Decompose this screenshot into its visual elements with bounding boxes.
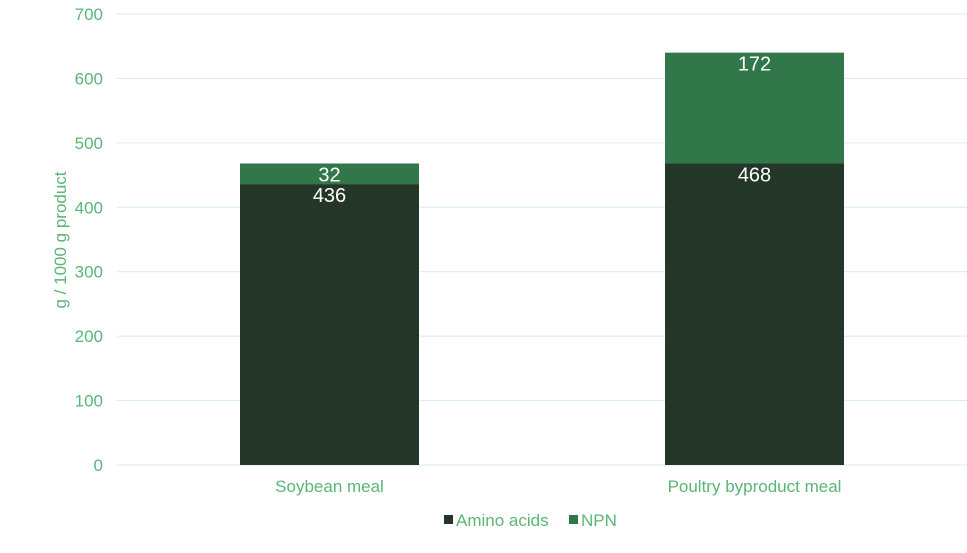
- bar-segment: [665, 52, 844, 164]
- category-labels: Soybean meal Poultry byproduct meal: [275, 477, 841, 496]
- bars: [240, 52, 844, 465]
- y-tick-label: 700: [75, 5, 103, 24]
- category-label: Poultry byproduct meal: [668, 477, 842, 496]
- y-tick-label: 600: [75, 69, 103, 88]
- y-tick-label: 0: [94, 456, 103, 475]
- y-tick-label: 300: [75, 263, 103, 282]
- bar-segment: [240, 184, 419, 465]
- legend-swatch: [444, 515, 453, 524]
- y-tick-label: 100: [75, 392, 103, 411]
- y-tick-label: 200: [75, 327, 103, 346]
- data-label: 172: [738, 54, 771, 76]
- legend: Amino acids NPN: [444, 511, 617, 530]
- legend-label: Amino acids: [456, 511, 549, 530]
- bar-segment: [665, 163, 844, 465]
- y-tick-label: 500: [75, 134, 103, 153]
- data-label: 436: [313, 185, 346, 207]
- data-label: 32: [318, 164, 340, 186]
- y-axis-ticks: 0 100 200 300 400 500 600 700: [75, 5, 103, 475]
- y-axis-title: g / 1000 g product: [51, 171, 70, 308]
- legend-swatch: [569, 515, 578, 524]
- legend-label: NPN: [581, 511, 617, 530]
- data-label: 468: [738, 164, 771, 186]
- bar-segment: [240, 163, 419, 185]
- y-tick-label: 400: [75, 198, 103, 217]
- category-label: Soybean meal: [275, 477, 384, 496]
